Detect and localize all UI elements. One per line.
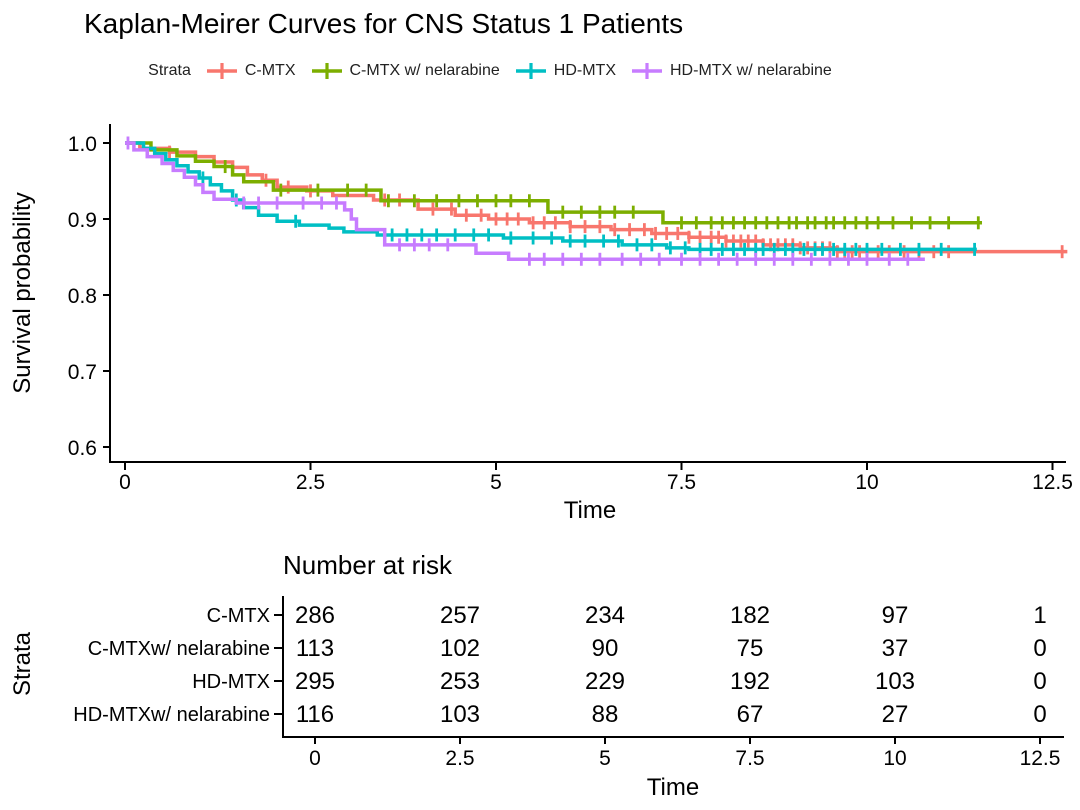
x-axis-tick-label: 0 [119,471,131,494]
risk-x-axis-tick-label: 2.5 [445,747,474,770]
legend-key-cross-icon [632,63,662,79]
legend: Strata C-MTX C-MTX w/ nelarabine HD-MTX HD-… [0,60,980,82]
main-plot-group: 1.0 0.9 0.8 0.7 0.6 0 2.5 5 7.5 10 12.5 [68,124,1073,494]
y-axis-tick-label: 0.8 [68,285,97,308]
y-axis-title: Survival probability [9,192,36,393]
risk-count-cell: 102 [440,635,480,662]
risk-count-cell: 88 [592,701,619,728]
risk-x-axis-tick-label: 5 [599,747,611,770]
risk-table-group: 0 2.5 5 7.5 10 12.5 C-MTX 286 257 234 182 97 1 C-MTXw… [73,596,1064,770]
legend-item-label: HD-MTX [553,62,616,79]
risk-row-label-0: C-MTX [207,605,270,627]
risk-count-cell: 295 [295,668,335,695]
y-axis-tick-label: 0.6 [68,437,97,460]
risk-x-axis-tick-label: 10 [883,747,906,770]
risk-count-cell: 37 [882,635,909,662]
risk-count-cell: 0 [1033,701,1046,728]
x-axis-title: Time [564,497,616,524]
y-axis-tick-label: 1.0 [68,133,97,156]
risk-count-cell: 116 [296,701,334,728]
legend-title: Strata [148,62,191,79]
risk-x-axis-tick-label: 0 [309,747,321,770]
x-axis-tick-label: 12.5 [1032,471,1073,494]
x-axis-tick-label: 7.5 [667,471,696,494]
risk-count-cell: 0 [1033,668,1046,695]
legend-item-0: C-MTX [205,60,296,82]
risk-count-cell: 103 [875,668,915,695]
risk-x-axis-tick-label: 12.5 [1020,747,1061,770]
risk-count-cell: 257 [440,602,480,629]
legend-item-1: C-MTX w/ nelarabine [310,60,500,82]
risk-count-cell: 234 [585,602,625,629]
x-axis-tick-label: 10 [855,471,878,494]
risk-count-cell: 27 [882,701,909,728]
risk-count-cell: 90 [592,635,619,662]
curve-c_mtx [125,141,1068,254]
legend-key-cross-icon [515,63,546,79]
risk-strata-axis-title: Strata [9,631,36,696]
risk-count-cell: 192 [730,668,770,695]
risk-count-cell: 182 [730,602,770,629]
x-axis-tick-label: 2.5 [296,471,325,494]
risk-x-axis-title: Time [647,774,699,801]
curve-c_mtx_nel [125,141,983,225]
legend-key-cross-icon [311,63,342,79]
risk-count-cell: 253 [440,668,480,695]
risk-count-cell: 103 [440,701,480,728]
risk-count-cell: 75 [737,635,764,662]
legend-item-2: HD-MTX [514,60,616,82]
risk-table-title: Number at risk [283,550,453,580]
y-axis-tick-label: 0.9 [68,209,97,232]
legend-key-cross-icon [206,63,237,79]
risk-row-label-1: C-MTXw/ nelarabine [88,638,270,660]
risk-count-cell: 97 [882,602,909,629]
risk-row-label-2: HD-MTX [192,671,270,693]
legend-item-label: HD-MTX w/ nelarabine [670,62,832,79]
legend-item-label: C-MTX w/ nelarabine [349,62,500,79]
chart-title: Kaplan-Meirer Curves for CNS Status 1 Pa… [84,8,684,39]
risk-count-cell: 67 [737,701,764,728]
risk-count-cell: 229 [585,668,625,695]
y-axis-tick-label: 0.7 [68,361,97,384]
curve-hd_mtx_nel [125,141,925,262]
risk-count-cell: 0 [1033,635,1046,662]
curve-hd_mtx [125,141,977,252]
x-axis-tick-label: 5 [490,471,502,494]
legend-item-label: C-MTX [244,62,296,79]
risk-count-cell: 286 [295,602,335,629]
risk-x-axis-tick-label: 7.5 [735,747,764,770]
risk-row-label-3: HD-MTXw/ nelarabine [73,704,270,726]
risk-count-cell: 1 [1033,602,1046,629]
risk-count-cell: 113 [296,635,334,662]
legend-item-3: HD-MTX w/ nelarabine [630,60,832,82]
